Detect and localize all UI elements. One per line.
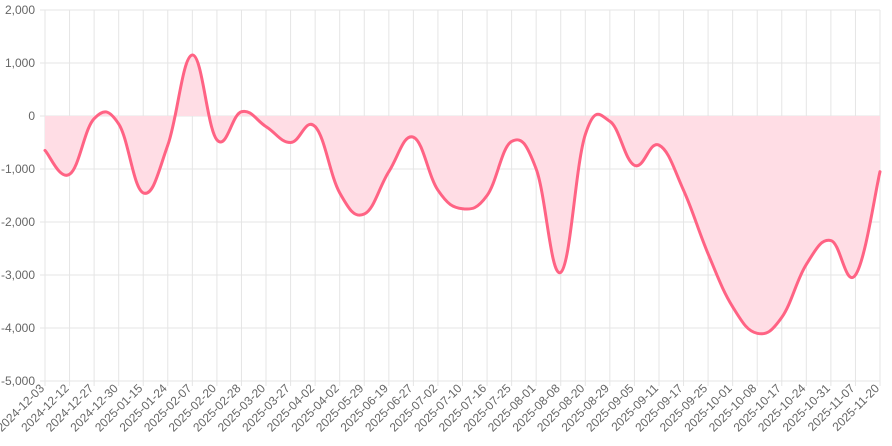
data-point[interactable] bbox=[631, 162, 637, 168]
data-point[interactable] bbox=[607, 118, 613, 124]
data-point[interactable] bbox=[67, 171, 73, 177]
data-point[interactable] bbox=[779, 314, 785, 320]
data-point[interactable] bbox=[509, 138, 515, 144]
data-point[interactable] bbox=[558, 269, 564, 275]
data-point[interactable] bbox=[681, 187, 687, 193]
data-point[interactable] bbox=[214, 137, 220, 143]
data-point[interactable] bbox=[484, 193, 490, 199]
data-point[interactable] bbox=[460, 206, 466, 212]
data-point[interactable] bbox=[435, 187, 441, 193]
data-point[interactable] bbox=[288, 140, 294, 146]
data-point[interactable] bbox=[189, 52, 195, 58]
data-point[interactable] bbox=[828, 238, 834, 244]
data-point[interactable] bbox=[754, 330, 760, 336]
y-tick-label: -1,000 bbox=[1, 162, 35, 176]
y-tick-label: -3,000 bbox=[1, 268, 35, 282]
data-point[interactable] bbox=[165, 142, 171, 148]
y-tick-label: -2,000 bbox=[1, 215, 35, 229]
data-point[interactable] bbox=[730, 304, 736, 310]
y-tick-label: 2,000 bbox=[5, 3, 35, 17]
data-point[interactable] bbox=[386, 169, 392, 175]
data-point[interactable] bbox=[410, 134, 416, 140]
y-tick-label: -5,000 bbox=[1, 374, 35, 388]
series-line-layer bbox=[42, 52, 883, 336]
area-fill-layer bbox=[45, 55, 880, 334]
data-point[interactable] bbox=[116, 121, 122, 127]
data-point[interactable] bbox=[140, 190, 146, 196]
data-point[interactable] bbox=[361, 211, 367, 217]
data-point[interactable] bbox=[263, 124, 269, 130]
data-point[interactable] bbox=[91, 116, 97, 122]
data-point[interactable] bbox=[312, 124, 318, 130]
y-axis-ticks: 2,000 1,000 0 -1,000 -2,000 -3,000 -4,000 -5,00… bbox=[1, 3, 35, 388]
series-line bbox=[43, 53, 882, 336]
data-point[interactable] bbox=[42, 147, 48, 153]
data-point[interactable] bbox=[582, 132, 588, 138]
series-area bbox=[45, 55, 880, 334]
data-point[interactable] bbox=[238, 109, 244, 115]
y-tick-label: -4,000 bbox=[1, 321, 35, 335]
y-tick-label: 1,000 bbox=[5, 56, 35, 70]
data-point[interactable] bbox=[803, 261, 809, 267]
x-axis-ticks: 2024-12-032024-12-122024-12-272024-12-30… bbox=[0, 381, 882, 435]
data-point[interactable] bbox=[852, 272, 858, 278]
data-point[interactable] bbox=[533, 166, 539, 172]
y-tick-label: 0 bbox=[28, 109, 35, 123]
data-point[interactable] bbox=[656, 142, 662, 148]
data-point[interactable] bbox=[705, 251, 711, 257]
data-point[interactable] bbox=[337, 190, 343, 196]
data-point[interactable] bbox=[877, 169, 883, 175]
